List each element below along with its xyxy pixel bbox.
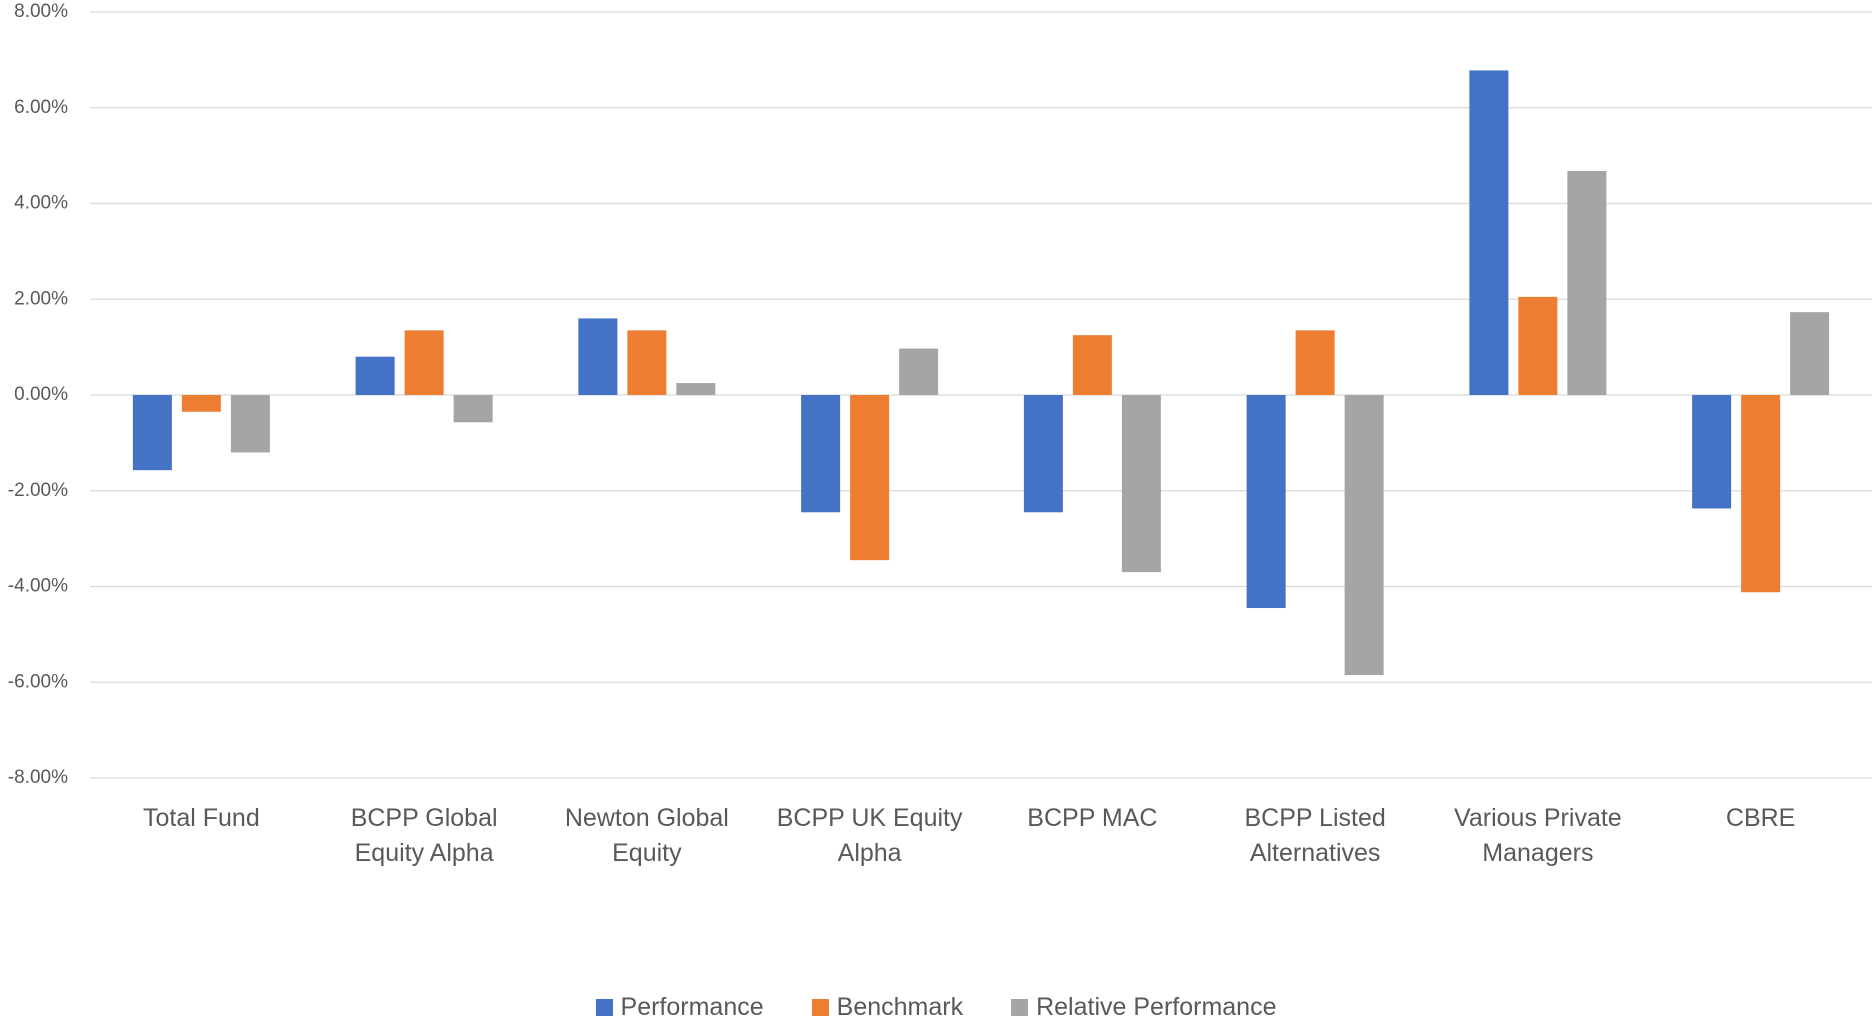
bar [1518, 296, 1558, 395]
bar [850, 395, 890, 561]
bar [578, 318, 618, 395]
bar [627, 330, 667, 395]
y-tick-label: 2.00% [14, 288, 68, 309]
bar [1121, 395, 1161, 573]
x-tick-label: BCPP Listed Alternatives [1244, 804, 1386, 867]
x-tick-label: BCPP MAC [1027, 804, 1158, 832]
x-tick-label: CBRE [1725, 804, 1796, 832]
y-tick-label: -8.00% [8, 767, 68, 788]
legend-label: Relative Performance [1036, 993, 1277, 1021]
bar [404, 330, 444, 395]
bar [1295, 330, 1335, 395]
bar [1469, 70, 1509, 395]
bar [355, 356, 395, 395]
x-tick-label: Newton Global Equity [564, 804, 729, 867]
bar [1741, 395, 1781, 593]
bar [181, 395, 221, 412]
x-tick-label: BCPP Global Equity Alpha [350, 804, 498, 867]
bar [1344, 395, 1384, 676]
y-tick-label: 4.00% [14, 193, 68, 214]
bar [1072, 335, 1112, 395]
legend-label: Performance [620, 993, 764, 1021]
bar [676, 383, 716, 395]
legend-swatch [1011, 999, 1029, 1016]
y-tick-label: -2.00% [8, 480, 68, 501]
y-tick-label: -6.00% [8, 671, 68, 692]
legend-item: Performance [595, 993, 764, 1022]
bar [899, 348, 939, 395]
bar [1246, 395, 1286, 609]
bar [1023, 395, 1063, 513]
legend: Performance Benchmark Relative Performance [0, 993, 1872, 1022]
y-tick-label: 6.00% [14, 97, 68, 118]
bar [453, 395, 493, 423]
bar [1692, 395, 1732, 509]
bar [230, 395, 270, 453]
y-tick-label: -4.00% [8, 576, 68, 597]
y-tick-label: 0.00% [14, 384, 68, 405]
legend-swatch [811, 999, 829, 1016]
bar [801, 395, 841, 513]
x-tick-label: Various Private Managers [1454, 804, 1622, 867]
x-tick-label: BCPP UK Equity Alpha [776, 804, 963, 867]
bar [132, 395, 172, 471]
x-tick-label: Total Fund [143, 804, 260, 832]
legend-item: Benchmark [811, 993, 964, 1022]
bar [1790, 312, 1830, 395]
legend-item: Relative Performance [1011, 993, 1276, 1022]
legend-swatch [595, 999, 613, 1016]
bar [1567, 170, 1607, 395]
y-tick-label: 8.00% [14, 1, 68, 22]
legend-label: Benchmark [836, 993, 964, 1021]
